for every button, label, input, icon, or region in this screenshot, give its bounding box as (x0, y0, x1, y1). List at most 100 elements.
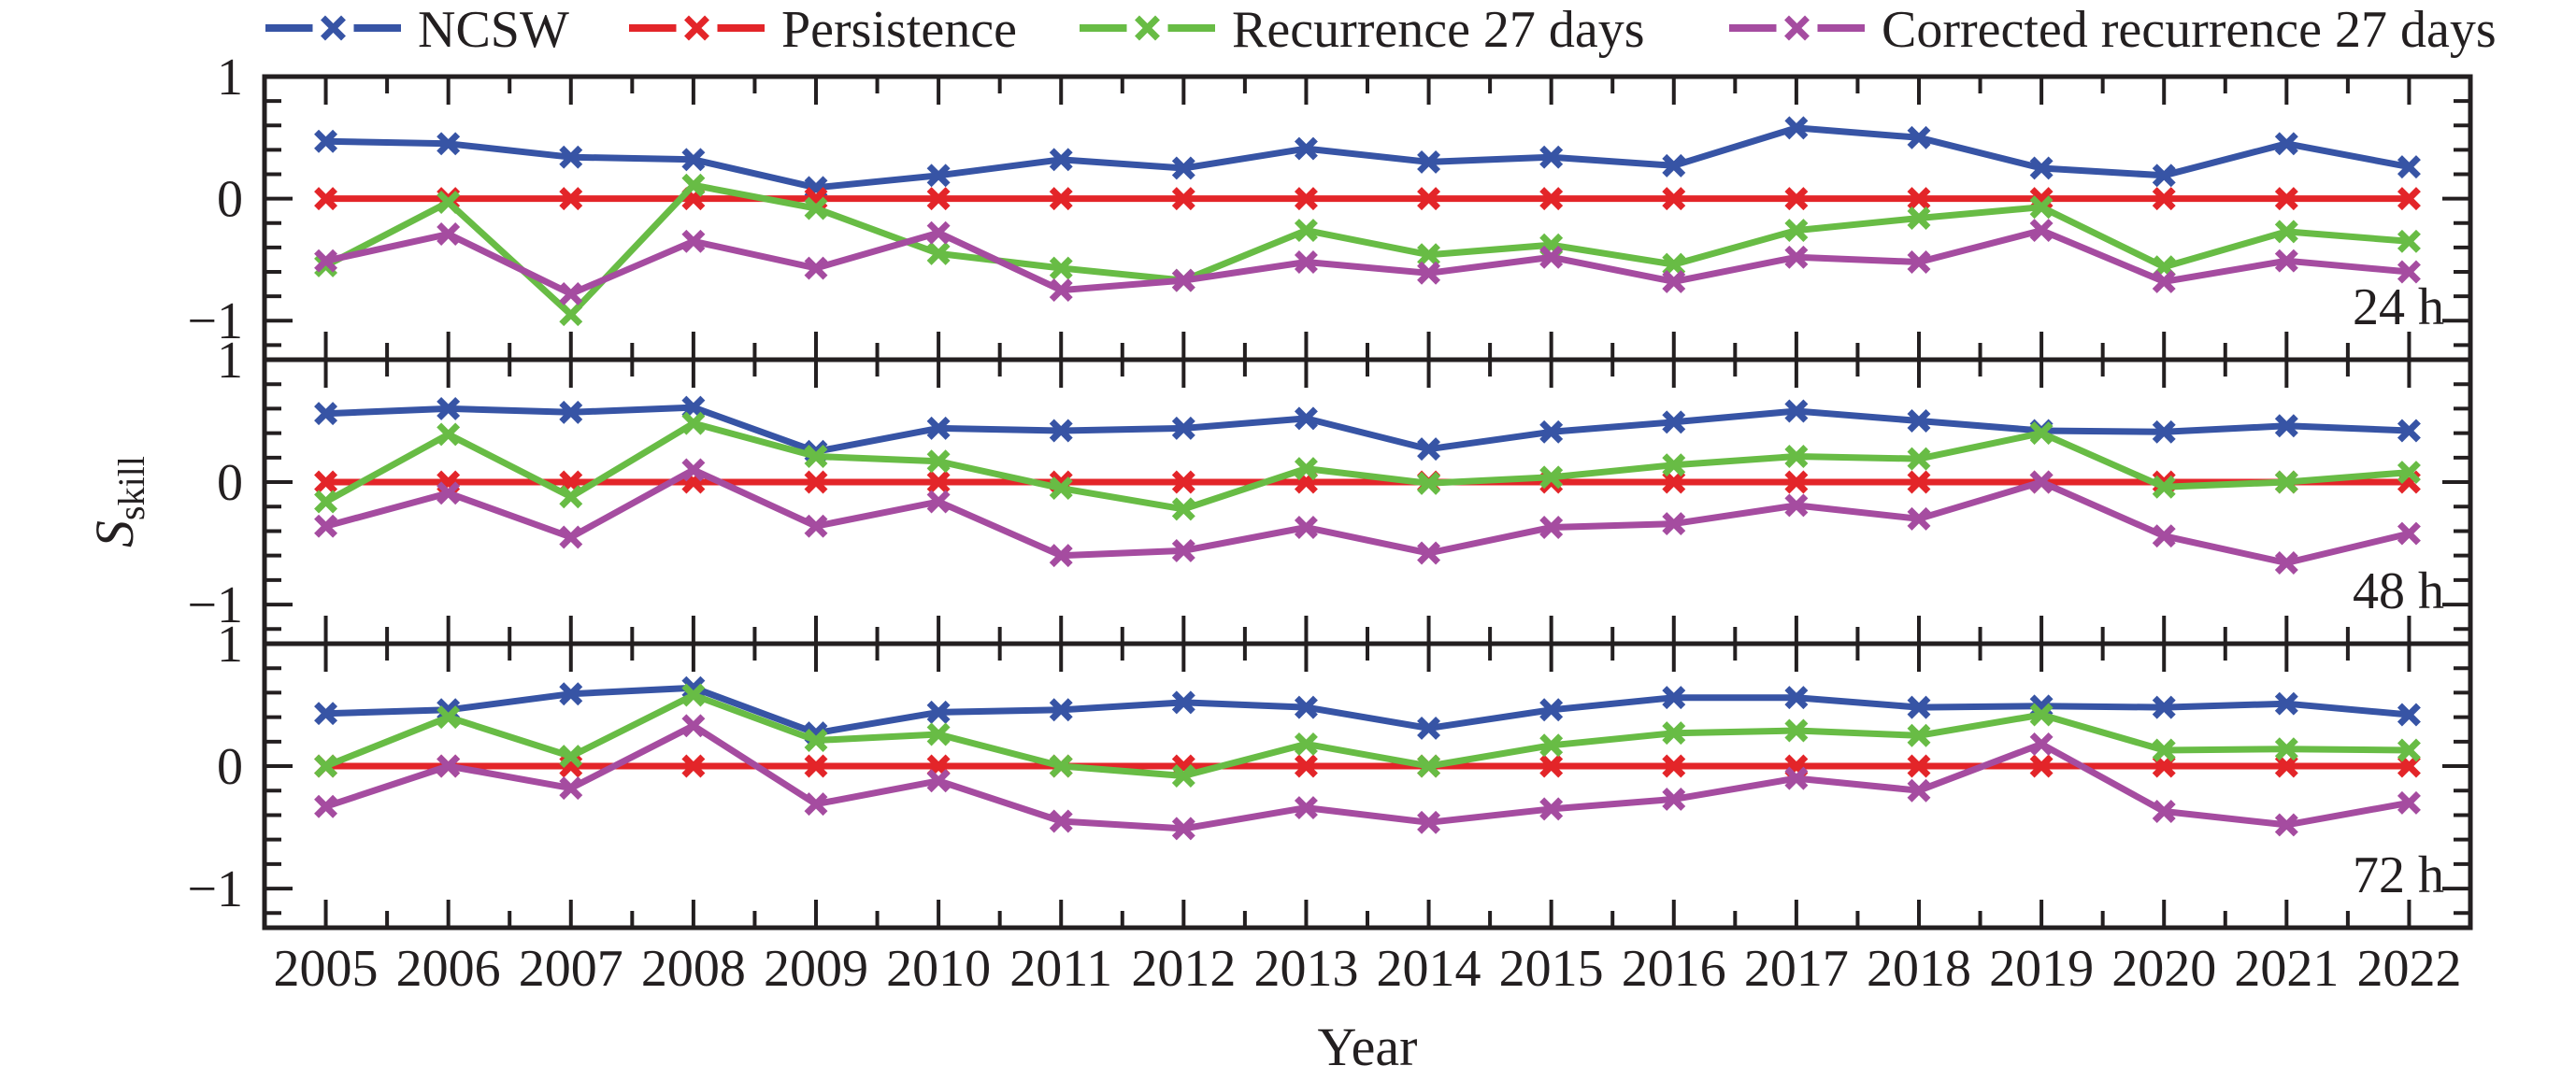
data-point-corrected-recurrence-27-days-72h-2014 (1417, 810, 1441, 834)
data-point-recurrence-27-days-72h-2007 (559, 745, 583, 769)
data-point-ncsw-72h-2012 (1171, 690, 1195, 715)
series-corrected-recurrence-27-days-72h (314, 714, 2421, 841)
ticks-72h (265, 642, 2470, 928)
legend: NCSW Persistence Recurrence 27 days Correct… (265, 1, 2497, 59)
x-axis-title: Year (1318, 1016, 1418, 1075)
data-point-corrected-recurrence-27-days-72h-2021 (2274, 813, 2298, 837)
series-recurrence-27-days-72h (314, 683, 2421, 788)
data-point-ncsw-48h-2007 (559, 400, 583, 424)
data-point-recurrence-27-days-72h-2010 (926, 722, 951, 746)
data-point-corrected-recurrence-27-days-24h-2011 (1049, 278, 1073, 303)
data-point-ncsw-48h-2016 (1662, 410, 1686, 434)
ytick-label-24h-0: 0 (217, 171, 243, 229)
data-point-recurrence-27-days-24h-2008 (681, 173, 706, 197)
data-point-recurrence-27-days-72h-2021 (2274, 737, 2298, 761)
data-point-corrected-recurrence-27-days-48h-2006 (436, 481, 461, 505)
data-point-corrected-recurrence-27-days-48h-2010 (926, 490, 951, 514)
data-point-persistence-24h-2020 (2152, 187, 2176, 211)
data-point-ncsw-24h-2014 (1417, 149, 1441, 174)
ytick-label-24h-−1: −1 (187, 292, 243, 350)
data-point-recurrence-27-days-48h-2018 (1907, 447, 1931, 471)
ytick-label-48h-0: 0 (217, 454, 243, 512)
data-point-recurrence-27-days-72h-2018 (1907, 723, 1931, 747)
data-point-corrected-recurrence-27-days-48h-2021 (2274, 551, 2298, 575)
xtick-label-2021: 2021 (2234, 940, 2339, 998)
data-point-corrected-recurrence-27-days-72h-2019 (2029, 732, 2054, 756)
data-point-recurrence-27-days-24h-2019 (2029, 195, 2054, 220)
data-point-corrected-recurrence-27-days-24h-2020 (2152, 269, 2176, 293)
data-point-corrected-recurrence-27-days-24h-2018 (1907, 250, 1931, 274)
xtick-label-2012: 2012 (1131, 940, 1236, 998)
panel-24h: 1 0 −1 24 h (187, 49, 2473, 362)
data-point-corrected-recurrence-27-days-72h-2013 (1294, 796, 1318, 820)
xtick-label-2007: 2007 (519, 940, 623, 998)
xtick-label-2008: 2008 (641, 940, 746, 998)
data-point-ncsw-24h-2016 (1662, 153, 1686, 178)
series-persistence-24h (314, 187, 2421, 211)
data-point-ncsw-24h-2008 (681, 148, 706, 172)
data-point-ncsw-72h-2014 (1417, 716, 1441, 740)
data-point-corrected-recurrence-27-days-24h-2019 (2029, 219, 2054, 243)
data-point-recurrence-27-days-48h-2009 (804, 445, 828, 468)
data-point-persistence-72h-2018 (1907, 754, 1931, 778)
data-point-corrected-recurrence-27-days-24h-2021 (2274, 249, 2298, 273)
data-point-persistence-72h-2009 (804, 754, 828, 778)
data-point-recurrence-27-days-24h-2011 (1049, 256, 1073, 280)
series-line-ncsw-72h (325, 684, 2410, 737)
data-point-ncsw-24h-2022 (2397, 155, 2421, 179)
data-point-corrected-recurrence-27-days-24h-2008 (681, 229, 706, 253)
data-point-recurrence-27-days-72h-2005 (314, 754, 338, 778)
data-point-corrected-recurrence-27-days-48h-2005 (314, 514, 338, 538)
panel-72h: 1 0 −1 72 h (187, 616, 2473, 931)
data-point-persistence-48h-2010 (926, 470, 951, 494)
data-point-recurrence-27-days-72h-2017 (1784, 718, 1809, 743)
data-point-corrected-recurrence-27-days-48h-2022 (2397, 521, 2421, 546)
data-point-recurrence-27-days-24h-2009 (804, 196, 828, 220)
xtick-label-2006: 2006 (396, 940, 501, 998)
data-point-ncsw-24h-2012 (1171, 156, 1195, 180)
xtick-label-2018: 2018 (1867, 940, 1971, 998)
xtick-label-2016: 2016 (1622, 940, 1726, 998)
data-point-corrected-recurrence-27-days-24h-2013 (1294, 250, 1318, 274)
legend-item-recurrence-27-days: Recurrence 27 days (1080, 1, 1645, 59)
data-point-ncsw-24h-2017 (1784, 116, 1809, 140)
data-point-ncsw-48h-2017 (1784, 399, 1809, 423)
data-point-ncsw-72h-2022 (2397, 703, 2421, 727)
series-line-corrected-recurrence-27-days-24h (324, 227, 2410, 297)
ticks-24h (265, 75, 2470, 360)
data-point-ncsw-72h-2016 (1662, 686, 1686, 710)
data-point-persistence-24h-2011 (1049, 187, 1073, 211)
data-point-corrected-recurrence-27-days-48h-2011 (1049, 544, 1073, 568)
xtick-label-2015: 2015 (1499, 940, 1604, 998)
data-point-ncsw-48h-2015 (1539, 419, 1564, 444)
data-point-recurrence-27-days-24h-2014 (1417, 243, 1441, 267)
series-recurrence-27-days-48h (314, 411, 2421, 521)
data-point-corrected-recurrence-27-days-48h-2014 (1417, 541, 1441, 565)
data-point-ncsw-48h-2020 (2152, 419, 2176, 444)
data-point-corrected-recurrence-27-days-24h-2016 (1662, 269, 1686, 293)
data-point-corrected-recurrence-27-days-72h-2010 (926, 769, 951, 793)
data-point-corrected-recurrence-27-days-48h-2016 (1662, 512, 1686, 536)
panel-label-48h: 48 h (2353, 562, 2444, 620)
y-axis-title: Sskill (84, 456, 152, 547)
data-point-corrected-recurrence-27-days-72h-2022 (2397, 790, 2421, 815)
data-point-recurrence-27-days-72h-2016 (1662, 721, 1686, 746)
data-point-persistence-24h-2016 (1662, 187, 1686, 211)
data-point-ncsw-24h-2021 (2274, 132, 2298, 156)
data-point-ncsw-72h-2015 (1539, 698, 1564, 722)
data-point-recurrence-27-days-48h-2017 (1784, 445, 1809, 468)
data-point-recurrence-27-days-48h-2020 (2152, 475, 2176, 499)
data-point-recurrence-27-days-24h-2006 (436, 191, 461, 214)
data-point-ncsw-48h-2011 (1049, 419, 1073, 443)
data-point-corrected-recurrence-27-days-48h-2019 (2029, 470, 2054, 494)
legend-x-marker-recurrence-27-days (1135, 15, 1160, 41)
data-point-corrected-recurrence-27-days-48h-2018 (1907, 506, 1931, 531)
series-corrected-recurrence-27-days-48h (314, 458, 2421, 575)
data-point-ncsw-24h-2007 (559, 145, 583, 169)
data-point-corrected-recurrence-27-days-24h-2007 (559, 281, 583, 306)
legend-label-recurrence-27-days: Recurrence 27 days (1232, 1, 1645, 59)
data-point-persistence-72h-2021 (2274, 754, 2298, 778)
data-point-recurrence-27-days-48h-2007 (559, 485, 583, 509)
data-point-corrected-recurrence-27-days-24h-2014 (1417, 261, 1441, 285)
data-point-persistence-48h-2005 (314, 470, 338, 494)
